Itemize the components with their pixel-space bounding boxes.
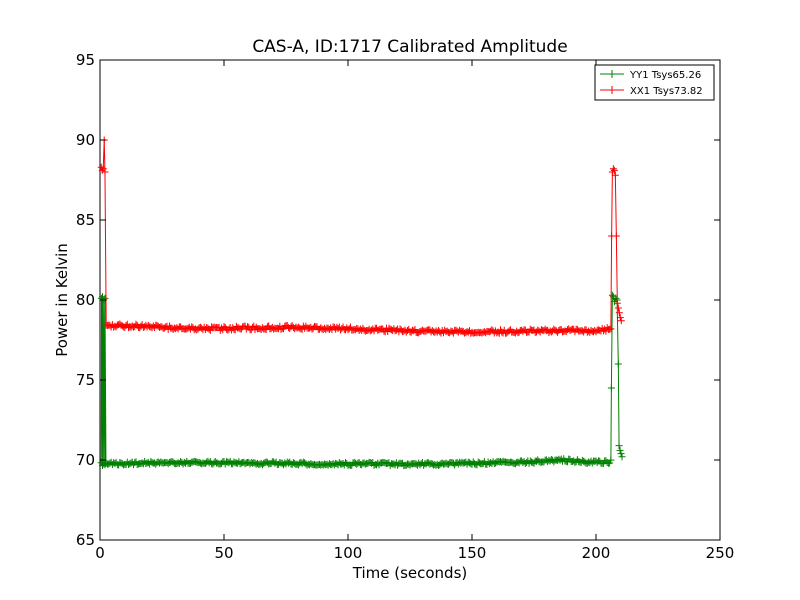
legend-label-yy1: YY1 Tsys65.26 bbox=[629, 70, 701, 81]
data-point-marker bbox=[608, 291, 616, 299]
data-point-marker bbox=[101, 294, 109, 302]
data-point-marker bbox=[618, 453, 626, 461]
y-tick-label: 65 bbox=[76, 531, 95, 549]
x-tick-label: 150 bbox=[458, 544, 487, 562]
data-point-marker bbox=[616, 314, 624, 322]
data-point-marker bbox=[101, 168, 109, 176]
data-point-marker bbox=[615, 442, 623, 450]
data-point-marker bbox=[614, 360, 622, 368]
series-layer bbox=[97, 136, 626, 469]
data-point-marker bbox=[613, 299, 621, 307]
data-point-marker bbox=[615, 309, 623, 317]
legend-box bbox=[594, 64, 715, 101]
data-point-marker bbox=[612, 294, 620, 302]
legend-label-xx1: XX1 Tsys73.82 bbox=[630, 86, 703, 97]
data-point-marker bbox=[607, 456, 615, 464]
legend: YY1 Tsys65.26 XX1 Tsys73.82 bbox=[594, 64, 715, 101]
data-point-marker bbox=[607, 325, 615, 333]
data-point-marker bbox=[614, 304, 622, 312]
data-point-marker bbox=[606, 459, 614, 467]
data-point-marker bbox=[607, 384, 615, 392]
data-point-marker bbox=[99, 165, 107, 173]
data-point-marker bbox=[610, 166, 618, 174]
x-tick-label: 250 bbox=[706, 544, 735, 562]
y-tick-label: 90 bbox=[76, 131, 95, 149]
y-axis-label: Power in Kelvin bbox=[53, 243, 71, 357]
y-tick-label: 75 bbox=[76, 371, 95, 389]
series-1 bbox=[97, 136, 625, 337]
ticks-layer: 0 50 100 150 200 250 65 70 75 80 85 90 95 bbox=[76, 51, 734, 562]
y-tick-label: 80 bbox=[76, 291, 95, 309]
data-point-marker bbox=[609, 165, 617, 173]
series-0 bbox=[97, 291, 626, 469]
data-point-marker bbox=[611, 171, 619, 179]
data-point-marker bbox=[617, 450, 625, 458]
data-point-marker bbox=[262, 326, 270, 334]
data-point-marker bbox=[617, 317, 625, 325]
x-axis-label: Time (seconds) bbox=[352, 564, 468, 582]
data-point-marker bbox=[616, 446, 624, 454]
x-tick-label: 50 bbox=[214, 544, 233, 562]
x-tick-label: 100 bbox=[334, 544, 363, 562]
x-tick-label: 200 bbox=[582, 544, 611, 562]
x-tick-label: 0 bbox=[95, 544, 105, 562]
y-tick-label: 70 bbox=[76, 451, 95, 469]
y-tick-label: 85 bbox=[76, 211, 95, 229]
y-tick-label: 95 bbox=[76, 51, 95, 69]
data-point-marker bbox=[612, 232, 620, 240]
chart-title: CAS-A, ID:1717 Calibrated Amplitude bbox=[252, 37, 567, 57]
